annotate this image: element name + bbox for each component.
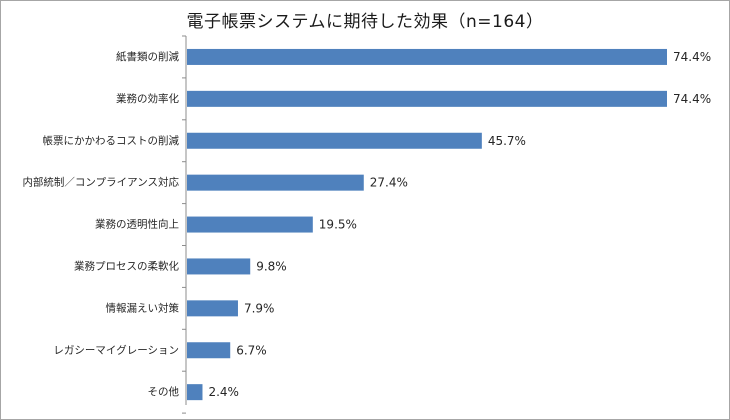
value-label: 6.7% xyxy=(236,343,267,357)
value-label: 19.5% xyxy=(319,218,357,232)
category-label: 内部統制／コンプライアンス対応 xyxy=(22,176,179,189)
bar-7 xyxy=(187,300,238,317)
value-label: 2.4% xyxy=(208,385,239,399)
bar-5 xyxy=(187,216,313,233)
bar-8 xyxy=(187,342,231,359)
category-label: 紙書類の削減 xyxy=(116,50,179,63)
category-label: 業務の透明性向上 xyxy=(95,218,179,231)
category-label: その他 xyxy=(148,385,180,398)
category-labels: 紙書類の削減業務の効率化帳票にかかわるコストの削減内部統制／コンプライアンス対応… xyxy=(22,50,179,398)
value-label: 27.4% xyxy=(370,176,408,190)
bar-4 xyxy=(187,174,364,191)
bars-layer xyxy=(187,48,667,401)
category-label: 業務プロセスの柔軟化 xyxy=(74,259,179,272)
value-label: 74.4% xyxy=(673,50,711,64)
bar-3 xyxy=(187,132,482,149)
value-label: 9.8% xyxy=(256,259,287,273)
value-label: 7.9% xyxy=(244,301,275,315)
category-label: レガシーマイグレーション xyxy=(53,343,179,356)
value-label: 45.7% xyxy=(488,134,526,148)
chart-title: 電子帳票システムに期待した効果（n=164） xyxy=(186,12,544,32)
bar-6 xyxy=(187,258,251,275)
value-label: 74.4% xyxy=(673,92,711,106)
ticks-layer xyxy=(182,35,186,414)
category-label: 帳票にかかわるコストの削減 xyxy=(43,134,180,147)
bar-9 xyxy=(187,384,203,401)
bar-2 xyxy=(187,90,667,107)
category-label: 情報漏えい対策 xyxy=(106,301,180,314)
bar-1 xyxy=(187,48,667,65)
value-labels: 74.4% 74.4% 45.7% 27.4% 19.5% 9.8% 7.9% 6.7% 2.4… xyxy=(208,50,711,399)
category-label: 業務の効率化 xyxy=(116,92,179,105)
